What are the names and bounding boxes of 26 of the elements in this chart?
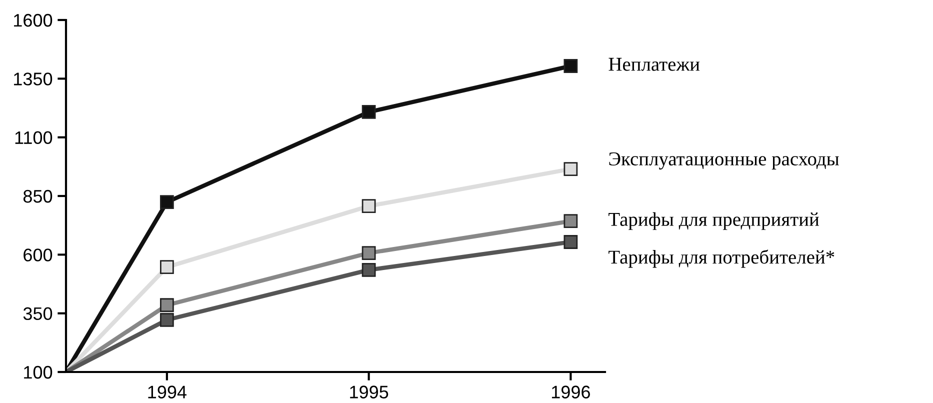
point bbox=[160, 260, 174, 274]
point bbox=[160, 195, 174, 210]
point bbox=[564, 59, 578, 73]
x-tick-label: 1994 bbox=[148, 386, 186, 398]
point bbox=[362, 105, 376, 119]
point bbox=[564, 162, 578, 176]
point bbox=[160, 298, 174, 312]
point bbox=[362, 199, 376, 214]
y-tick-label: 1600 bbox=[14, 14, 52, 27]
y-tick-label: 850 bbox=[23, 190, 52, 203]
y-tick-label: 1350 bbox=[14, 72, 52, 86]
point bbox=[160, 312, 174, 327]
y-tick-label: 100 bbox=[24, 366, 52, 379]
y-tick-label: 600 bbox=[24, 248, 52, 262]
point bbox=[564, 214, 578, 228]
point bbox=[362, 246, 376, 260]
point bbox=[564, 235, 578, 249]
series-label: Эксплуатационные расходы bbox=[609, 152, 839, 170]
x-tick-label: 1995 bbox=[350, 386, 388, 398]
x-tick-label: 1996 bbox=[552, 386, 590, 398]
y-tick-label: 1100 bbox=[15, 131, 52, 144]
series-label: Тарифы для предприятий bbox=[608, 212, 819, 230]
y-tick-label: 350 bbox=[23, 307, 52, 320]
series-label: Тарифы для потребителей* bbox=[608, 250, 834, 268]
series-label: Неплатежи bbox=[608, 58, 700, 71]
point bbox=[362, 262, 376, 277]
